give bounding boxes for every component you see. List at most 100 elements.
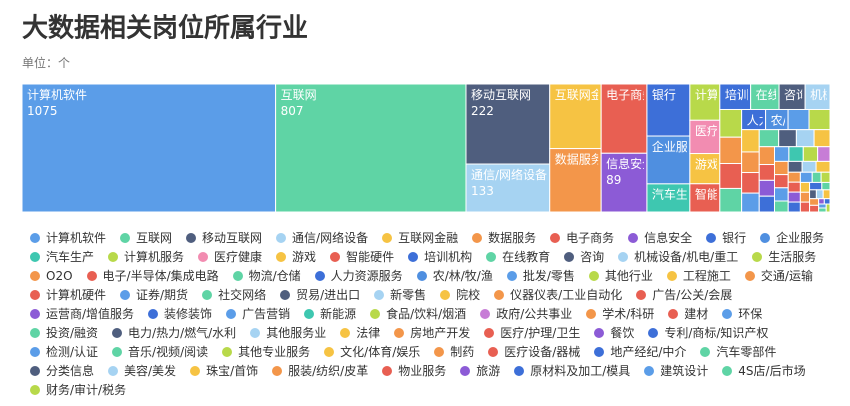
cell-label-group: 电子商务	[606, 87, 644, 102]
legend-item[interactable]: 工程施工	[666, 267, 731, 284]
legend-item[interactable]: 医疗/护理/卫生	[484, 324, 580, 341]
legend-item[interactable]: 移动互联网	[186, 229, 262, 246]
treemap-cell	[719, 163, 743, 189]
legend-item[interactable]: 4S店/后市场	[722, 362, 806, 379]
legend-item[interactable]: 学术/科研	[586, 305, 654, 322]
legend-item[interactable]: 制药	[434, 343, 474, 360]
legend-dot	[330, 251, 341, 262]
legend-item[interactable]: 音乐/视频/阅读	[112, 343, 208, 360]
cell-label: 计算机软件	[27, 87, 87, 102]
treemap-cell	[804, 83, 831, 110]
legend-item[interactable]: 新能源	[304, 305, 356, 322]
treemap-cell	[788, 146, 804, 162]
treemap-cell	[815, 160, 831, 173]
legend-item[interactable]: 智能硬件	[330, 248, 394, 265]
legend-item[interactable]: 环保	[722, 305, 762, 322]
legend-item[interactable]: 政府/公共事业	[480, 305, 572, 322]
legend-item[interactable]: 机械设备/机电/重工	[618, 248, 738, 265]
legend-item[interactable]: 房地产开发	[394, 324, 470, 341]
legend-item[interactable]: 法律	[340, 324, 380, 341]
legend-item[interactable]: 建筑设计	[644, 362, 708, 379]
legend-item[interactable]: 物流/仓储	[232, 267, 301, 284]
legend-item[interactable]: 其他服务业	[250, 324, 326, 341]
legend-item[interactable]: 广告营销	[226, 305, 290, 322]
legend-item[interactable]: 计算机服务	[108, 248, 184, 265]
legend-item[interactable]: 贸易/进出口	[280, 286, 360, 303]
legend-label: 医疗健康	[214, 250, 263, 264]
legend-item[interactable]: 检测/认证	[30, 343, 98, 360]
legend-item[interactable]: 汽车生产	[30, 248, 94, 265]
legend-item[interactable]: 电子商务	[550, 229, 614, 246]
legend-item[interactable]: 电力/热力/燃气/水利	[112, 324, 236, 341]
treemap-cell	[799, 171, 813, 183]
legend-dot	[226, 308, 237, 319]
legend-item[interactable]: 游戏	[276, 248, 316, 265]
legend-item[interactable]: 其他行业	[588, 267, 653, 284]
legend-item[interactable]: 美容/美发	[108, 362, 176, 379]
legend-item[interactable]: 餐饮	[594, 324, 634, 341]
cell-label-group: 机械设备/机电/重工	[810, 87, 827, 102]
legend-item[interactable]: 医疗健康	[198, 248, 262, 265]
legend-item[interactable]: 院校	[440, 286, 480, 303]
legend-item[interactable]: 人力资源服务	[314, 267, 403, 284]
legend-item[interactable]: 文化/体育/娱乐	[324, 343, 420, 360]
legend-item[interactable]: 计算机硬件	[30, 286, 106, 303]
treemap-cell	[758, 179, 775, 197]
legend-item[interactable]: 批发/零售	[506, 267, 575, 284]
treemap-cell	[741, 151, 760, 174]
legend-item[interactable]: 数据服务	[472, 229, 536, 246]
legend-item[interactable]: 财务/审计/税务	[30, 381, 126, 398]
treemap-cell	[802, 146, 819, 162]
legend-item[interactable]: 银行	[706, 229, 746, 246]
legend-item[interactable]: 运营商/增值服务	[30, 305, 134, 322]
legend-item[interactable]: 物业服务	[382, 362, 446, 379]
legend-item[interactable]: 食品/饮料/烟酒	[370, 305, 466, 322]
legend-item[interactable]: 社交网络	[202, 286, 266, 303]
legend-item[interactable]: 地产经纪/中介	[594, 343, 686, 360]
legend-item[interactable]: 医疗设备/器械	[488, 343, 580, 360]
legend-item[interactable]: 农/林/牧/渔	[416, 267, 493, 284]
legend-item[interactable]: 生活服务	[752, 248, 816, 265]
legend-item[interactable]: 培训机构	[408, 248, 472, 265]
legend-label: 制药	[450, 345, 475, 359]
legend-item[interactable]: 装修装饰	[148, 305, 212, 322]
treemap-cell	[808, 108, 831, 131]
legend-item[interactable]: 交通/运输	[744, 267, 813, 284]
cell-label: 互联网	[281, 88, 317, 102]
legend-label: O2O	[46, 268, 73, 283]
legend-item[interactable]: 信息安全	[628, 229, 692, 246]
legend-item[interactable]: 计算机软件	[30, 229, 106, 246]
legend-item[interactable]: 其他专业服务	[222, 343, 310, 360]
legend-item[interactable]: 原材料及加工/模具	[514, 362, 630, 379]
legend-item[interactable]: 证券/期货	[120, 286, 188, 303]
legend-item[interactable]: 企业服务	[760, 229, 824, 246]
cell-label-group: 游戏	[695, 157, 717, 171]
legend-item[interactable]: 建材	[668, 305, 708, 322]
treemap-cell	[21, 83, 277, 213]
legend-item[interactable]: 互联网金融	[382, 229, 458, 246]
legend-item[interactable]: 仪器仪表/工业自动化	[494, 286, 622, 303]
legend-dot	[202, 289, 213, 300]
legend-item[interactable]: 汽车零部件	[700, 343, 776, 360]
legend-item[interactable]: 广告/公关/会展	[636, 286, 732, 303]
legend-item[interactable]: 互联网	[120, 229, 172, 246]
legend-dot	[722, 308, 733, 319]
legend-label: 信息安全	[644, 231, 693, 245]
legend-label: 广告/公关/会展	[652, 288, 733, 302]
legend-label: 其他服务业	[266, 326, 327, 340]
treemap-cell	[689, 183, 721, 213]
legend-item[interactable]: 分类信息	[30, 362, 94, 379]
legend-item[interactable]: 专利/商标/知识产权	[648, 324, 768, 341]
legend-item[interactable]: 电子/半导体/集成电路	[86, 267, 219, 284]
legend-item[interactable]: 珠宝/首饰	[190, 362, 258, 379]
legend-item[interactable]: 服装/纺织/皮革	[272, 362, 368, 379]
legend-item[interactable]: 咨询	[564, 248, 604, 265]
treemap-cell	[646, 183, 691, 213]
legend-item[interactable]: 新零售	[374, 286, 426, 303]
legend-item[interactable]: 旅游	[460, 362, 500, 379]
legend-item[interactable]: O2O	[30, 267, 73, 284]
legend-item[interactable]: 投资/融资	[30, 324, 98, 341]
cell-label-group: 咨询	[784, 87, 802, 102]
legend-item[interactable]: 在线教育	[486, 248, 550, 265]
legend-item[interactable]: 通信/网络设备	[276, 229, 368, 246]
